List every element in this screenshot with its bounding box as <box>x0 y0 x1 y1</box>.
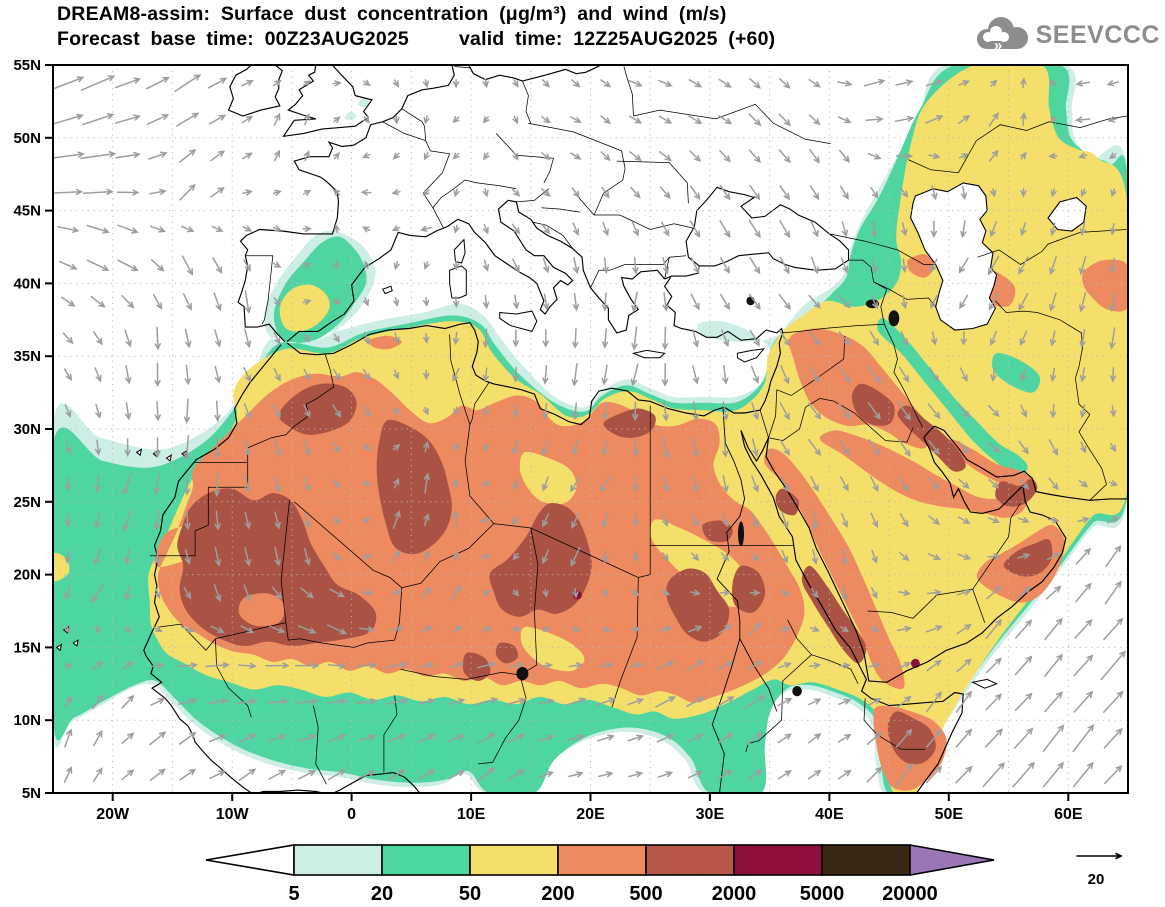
y-axis-label: 55N <box>13 57 41 74</box>
colorbar-value: 50 <box>459 883 481 905</box>
y-axis-label: 25N <box>13 494 41 511</box>
y-axis-label: 30N <box>13 421 41 438</box>
y-axis-label: 40N <box>13 275 41 292</box>
wind-reference-label: 20 <box>1088 871 1105 888</box>
y-axis-label: 50N <box>13 130 41 147</box>
colorbar-bin <box>293 844 383 876</box>
wind-arrows <box>53 74 1126 788</box>
svg-text:»: » <box>994 37 1002 54</box>
colorbar-bin <box>557 844 647 876</box>
colorbar-value: 20 <box>371 883 393 905</box>
y-axis-label: 5N <box>22 785 41 802</box>
colorbar-value: 200 <box>541 883 574 905</box>
colorbar-value: 5 <box>288 883 299 905</box>
logo-text: SEEVCCC <box>1035 20 1160 49</box>
seas-layer <box>685 182 1087 331</box>
colorbar-value: 5000 <box>800 883 845 905</box>
colorbar-bin <box>381 844 471 876</box>
x-axis-label: 10E <box>457 806 486 823</box>
colorbar-over-arrow <box>909 844 995 876</box>
wind-reference-arrow <box>1076 852 1123 860</box>
x-axis-label: 0 <box>347 806 356 823</box>
x-axis-label: 10W <box>216 806 250 823</box>
dust-level-500 <box>177 383 1053 765</box>
y-axis-label: 10N <box>13 712 41 729</box>
colorbar-bin <box>821 844 911 876</box>
seevccc-logo: » SEEVCCC <box>973 15 1160 55</box>
colorbar-bin <box>469 844 559 876</box>
y-axis-label: 35N <box>13 348 41 365</box>
x-axis-label: 50E <box>935 806 964 823</box>
x-axis-label: 20E <box>576 806 605 823</box>
colorbar-value: 500 <box>629 883 662 905</box>
chart-subtitle: Forecast base time: 00Z23AUG2025 valid ti… <box>57 27 775 52</box>
colorbar-bin <box>733 844 823 876</box>
valid-time: valid time: 12Z25AUG2025 (+60) <box>458 28 776 50</box>
colorbar-bin <box>645 844 735 876</box>
x-axis-label: 30E <box>696 806 725 823</box>
y-axis-label: 20N <box>13 567 41 584</box>
colorbar-under-arrow <box>205 844 295 876</box>
x-axis-label: 20W <box>96 806 130 823</box>
colorbar-value: 2000 <box>712 883 757 905</box>
x-axis-label: 60E <box>1054 806 1083 823</box>
y-axis-label: 15N <box>13 639 41 656</box>
cloud-icon: » <box>976 17 1028 54</box>
title-block: DREAM8-assim: Surface dust concentration… <box>57 2 775 52</box>
colorbar-value: 20000 <box>882 883 938 905</box>
forecast-base-time: Forecast base time: 00Z23AUG2025 <box>57 28 409 50</box>
chart-title: DREAM8-assim: Surface dust concentration… <box>57 3 727 25</box>
colorbar-legend: 5 20 50 200 500 2000 5000 20000 <box>205 844 995 905</box>
wind-reference: 20 <box>1076 852 1123 888</box>
axes: 20W 10W 0 10E 20E 30E 40E 50E 60E 55N 50N 45N 40N 35N… <box>13 57 1129 823</box>
x-axis-label: 40E <box>815 806 844 823</box>
y-axis-label: 45N <box>13 203 41 220</box>
